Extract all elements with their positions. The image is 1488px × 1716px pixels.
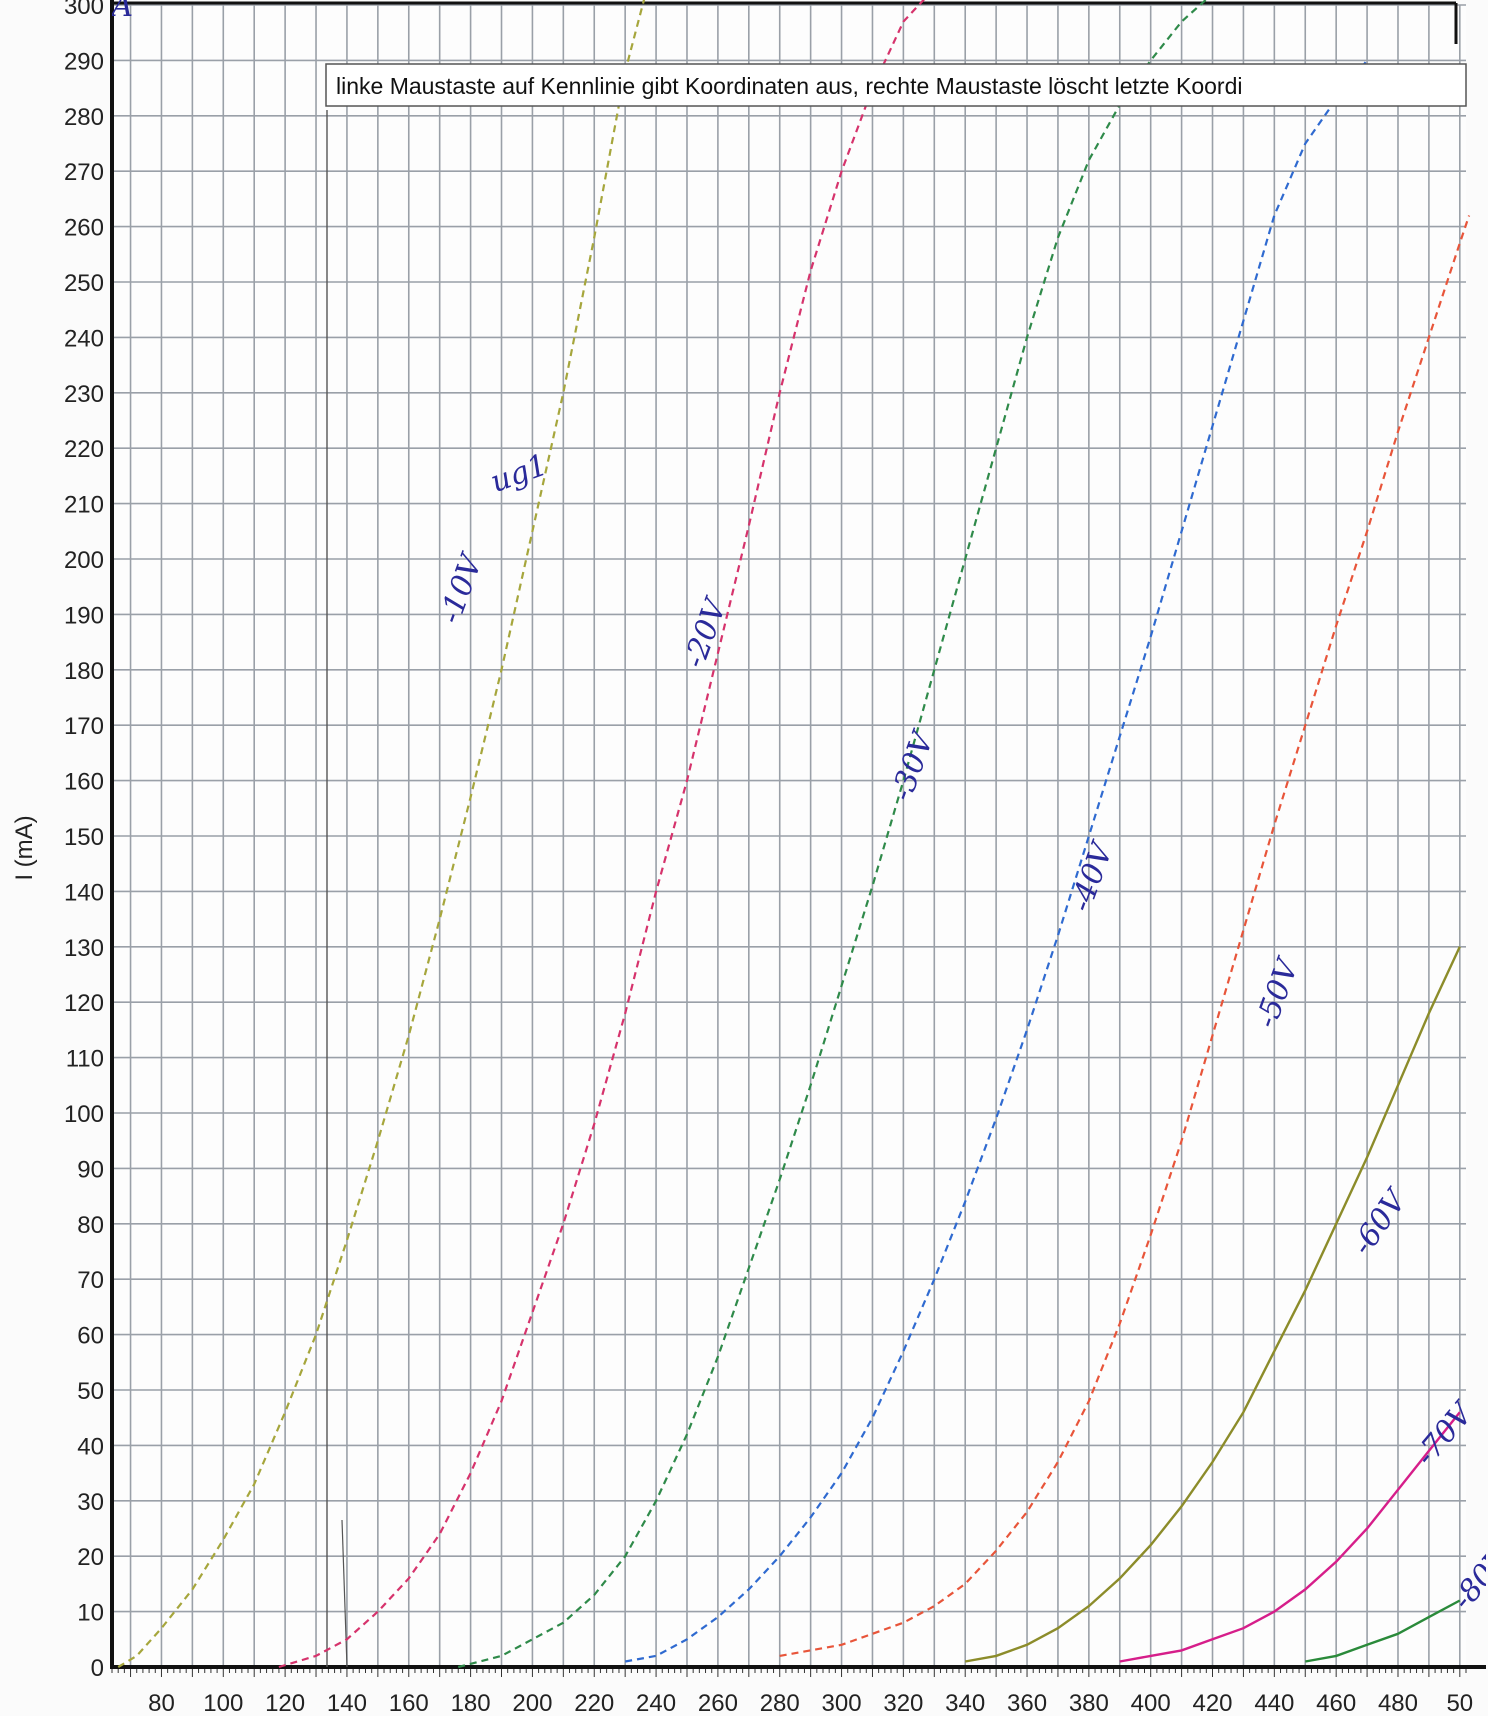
x-tick-label: 300: [822, 1690, 862, 1716]
annotation-label: IA: [99, 0, 134, 24]
series-line-7: [1305, 1599, 1461, 1663]
x-tick-label: 200: [512, 1690, 552, 1716]
y-tick-label: 30: [77, 1489, 104, 1516]
y-tick-label: 300: [64, 0, 104, 20]
x-tick-label: 360: [1007, 1690, 1047, 1716]
y-tick-label: 20: [77, 1544, 104, 1571]
x-tick-label: 220: [574, 1690, 614, 1716]
cursor-line-2: [341, 1519, 348, 1668]
grid: [112, 4, 1466, 1668]
x-tick-label: 120: [265, 1690, 305, 1716]
series-line-1: [278, 0, 926, 1669]
y-tick-label: 290: [64, 48, 104, 75]
x-tick-label: 240: [636, 1690, 676, 1716]
y-tick-label: 260: [64, 215, 104, 242]
y-tick-label: 210: [64, 492, 104, 519]
y-tick-label: 110: [66, 1046, 104, 1073]
y-tick-label: 120: [64, 990, 104, 1017]
coordinate-tooltip: linke Maustaste auf Kennlinie gibt Koord…: [325, 63, 1467, 107]
axes: [110, 0, 1486, 1677]
series-line-5: [964, 946, 1461, 1663]
series-line-3: [625, 59, 1368, 1663]
x-tick-label: 440: [1254, 1690, 1294, 1716]
x-tick-label: 50: [1446, 1690, 1473, 1716]
x-tick-label: 460: [1316, 1690, 1356, 1716]
y-tick-label: 180: [64, 658, 104, 685]
y-tick-label: 230: [64, 381, 104, 408]
x-tick-label: 100: [203, 1690, 243, 1716]
y-tick-label: 70: [77, 1267, 104, 1294]
y-tick-label: 40: [77, 1433, 104, 1460]
y-tick-label: 60: [77, 1323, 104, 1350]
y-tick-label: 220: [64, 436, 104, 463]
y-tick-label: 270: [64, 159, 104, 186]
y-tick-label: 170: [64, 713, 104, 740]
y-tick-label: 140: [64, 879, 104, 906]
y-tick-label: 240: [64, 325, 104, 352]
series-line-4: [779, 215, 1471, 1657]
y-axis-title: I (mA): [11, 815, 38, 880]
series-layer: [117, 0, 1471, 1669]
series-line-6: [1119, 1411, 1461, 1663]
x-tick-label: 80: [148, 1690, 175, 1716]
y-tick-label: 0: [91, 1655, 104, 1682]
x-tick-label: 420: [1192, 1690, 1232, 1716]
y-tick-label: 90: [77, 1156, 104, 1183]
x-tick-label: 180: [451, 1690, 491, 1716]
y-tick-label: 190: [64, 602, 104, 629]
y-tick-label: 100: [64, 1101, 104, 1128]
x-tick-label: 400: [1131, 1690, 1171, 1716]
y-tick-label: 10: [77, 1600, 104, 1627]
tooltip-text: linke Maustaste auf Kennlinie gibt Koord…: [336, 73, 1242, 99]
tooltip-box: [325, 63, 1467, 107]
x-tick-label: 380: [1069, 1690, 1109, 1716]
y-tick-label: 130: [64, 935, 104, 962]
series-line-0: [117, 0, 646, 1668]
x-tick-label: 260: [698, 1690, 738, 1716]
x-tick-label: 140: [327, 1690, 367, 1716]
y-tick-label: 250: [64, 270, 104, 297]
x-tick-label: 280: [760, 1690, 800, 1716]
y-tick-label: 200: [64, 547, 104, 574]
x-tick-label: 320: [883, 1690, 923, 1716]
x-tick-label: 480: [1378, 1690, 1418, 1716]
y-tick-label: 280: [64, 104, 104, 131]
y-tick-label: 160: [64, 769, 104, 796]
x-tick-label: 160: [389, 1690, 429, 1716]
y-tick-label: 80: [77, 1212, 104, 1239]
series-line-2: [457, 0, 1208, 1669]
tick-labels: 0 10 20 30 40 50 60 70 80 90 100 110 120 130 140 150 160…: [64, 0, 1473, 1716]
y-tick-label: 150: [64, 824, 104, 851]
y-tick-label: 50: [77, 1378, 104, 1405]
x-tick-label: 340: [945, 1690, 985, 1716]
